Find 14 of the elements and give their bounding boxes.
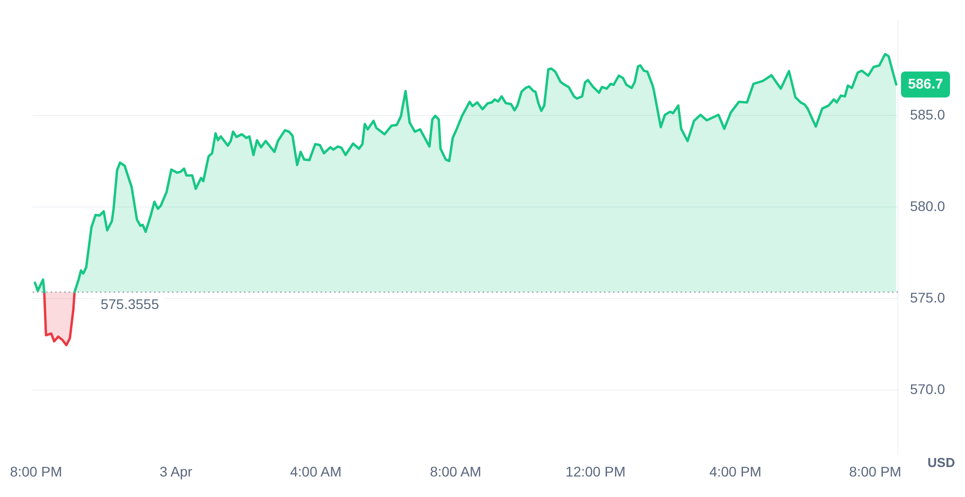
y-axis-title: USD — [928, 455, 955, 470]
x-tick-label: 8:00 PM — [10, 463, 62, 480]
ref-line-label: 575.3555 — [100, 296, 160, 312]
y-tick-label: 585.0 — [910, 106, 946, 122]
x-tick-label: 3 Apr — [160, 463, 193, 480]
x-tick-label: 8:00 AM — [430, 463, 482, 480]
x-tick-label: 4:00 AM — [290, 463, 342, 480]
x-tick-label: 8:00 PM — [849, 463, 902, 480]
y-tick-label: 570.0 — [910, 380, 946, 397]
y-tick-label: 575.0 — [910, 289, 946, 306]
y-tick-label: 580.0 — [910, 198, 946, 214]
annotation: 586.7 — [908, 75, 944, 92]
x-tick-label: 4:00 PM — [709, 463, 762, 480]
x-tick-label: 12:00 PM — [566, 463, 626, 480]
